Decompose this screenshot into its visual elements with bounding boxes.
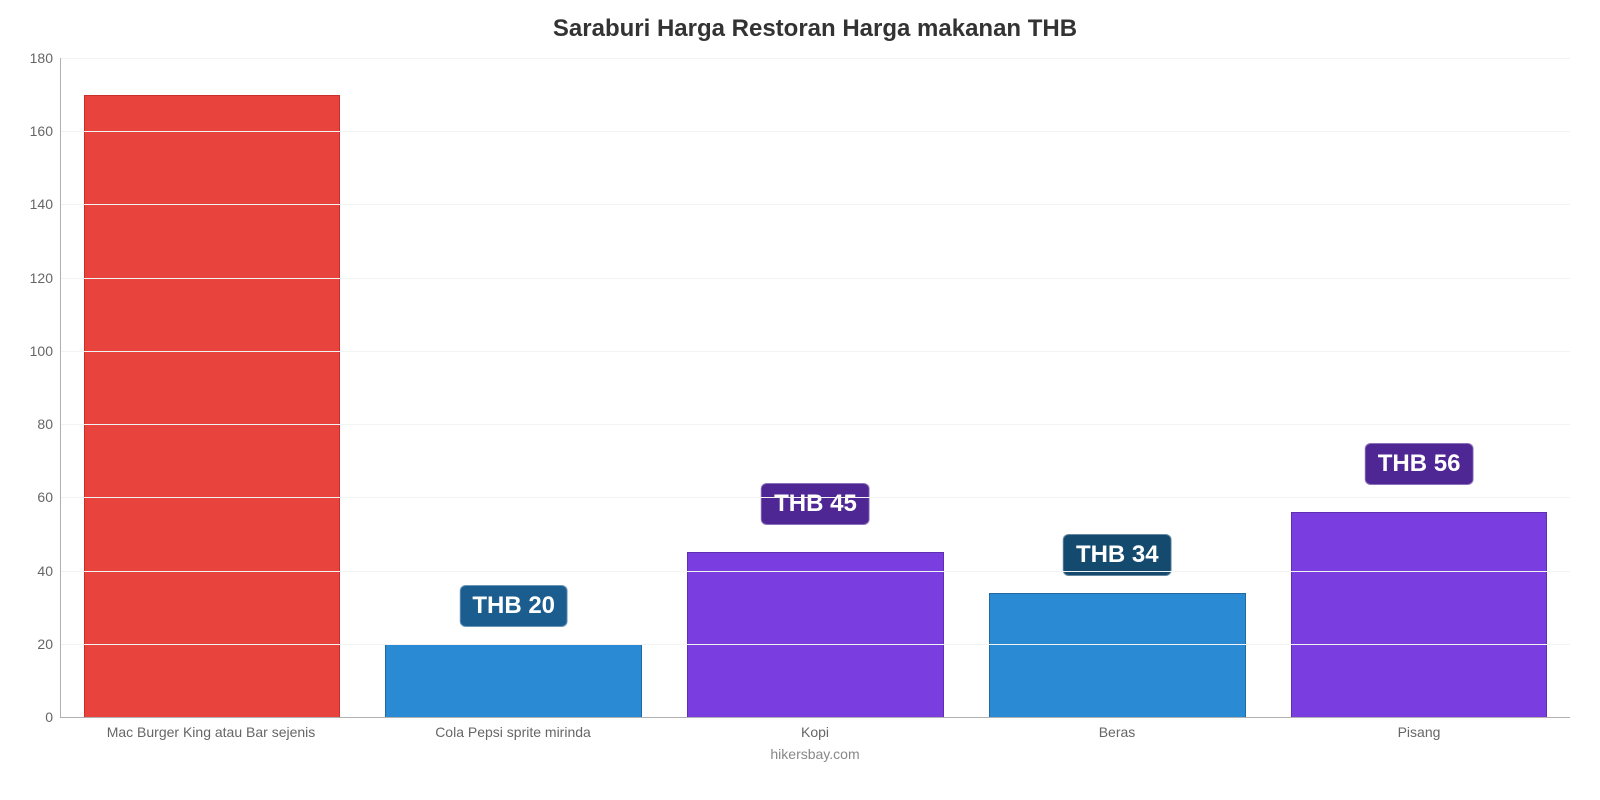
y-tick-label: 140	[30, 196, 61, 212]
y-tick-label: 60	[37, 489, 61, 505]
value-badge: THB 20	[459, 585, 568, 627]
gridline	[61, 644, 1570, 645]
bar: THB 45	[687, 552, 944, 717]
y-tick-label: 0	[45, 709, 61, 725]
bar-slot: THB 45	[665, 58, 967, 717]
value-badge: THB 34	[1063, 534, 1172, 576]
x-axis-labels: Mac Burger King atau Bar sejenisCola Pep…	[60, 724, 1570, 740]
bar: THB 34	[989, 593, 1246, 717]
bars-layer: THB 170 THB 20 THB 45 THB 34 THB 56	[61, 58, 1570, 717]
y-tick-label: 100	[30, 343, 61, 359]
gridline	[61, 204, 1570, 205]
y-tick-label: 160	[30, 123, 61, 139]
chart-container: Saraburi Harga Restoran Harga makanan TH…	[0, 0, 1600, 800]
bar-slot: THB 20	[363, 58, 665, 717]
bar-slot: THB 56	[1268, 58, 1570, 717]
x-tick-label: Beras	[966, 724, 1268, 740]
value-badge: THB 45	[761, 483, 870, 525]
bar-slot: THB 170	[61, 58, 363, 717]
gridline	[61, 497, 1570, 498]
bar: THB 20	[385, 644, 642, 717]
x-tick-label: Pisang	[1268, 724, 1570, 740]
gridline	[61, 424, 1570, 425]
plot-area: THB 170THB 20THB 45THB 34THB 56 02040608…	[60, 58, 1570, 718]
bar: THB 56	[1291, 512, 1548, 717]
y-tick-label: 80	[37, 416, 61, 432]
x-tick-label: Cola Pepsi sprite mirinda	[362, 724, 664, 740]
y-tick-label: 120	[30, 270, 61, 286]
gridline	[61, 278, 1570, 279]
y-tick-label: 180	[30, 50, 61, 66]
value-badge: THB 56	[1365, 443, 1474, 485]
chart-footer: hikersbay.com	[60, 746, 1570, 762]
gridline	[61, 58, 1570, 59]
chart-title: Saraburi Harga Restoran Harga makanan TH…	[60, 15, 1570, 43]
gridline	[61, 571, 1570, 572]
bar-slot: THB 34	[966, 58, 1268, 717]
gridline	[61, 131, 1570, 132]
bar: THB 170	[84, 95, 341, 717]
x-tick-label: Mac Burger King atau Bar sejenis	[60, 724, 362, 740]
y-tick-label: 40	[37, 563, 61, 579]
y-tick-label: 20	[37, 636, 61, 652]
x-tick-label: Kopi	[664, 724, 966, 740]
gridline	[61, 351, 1570, 352]
